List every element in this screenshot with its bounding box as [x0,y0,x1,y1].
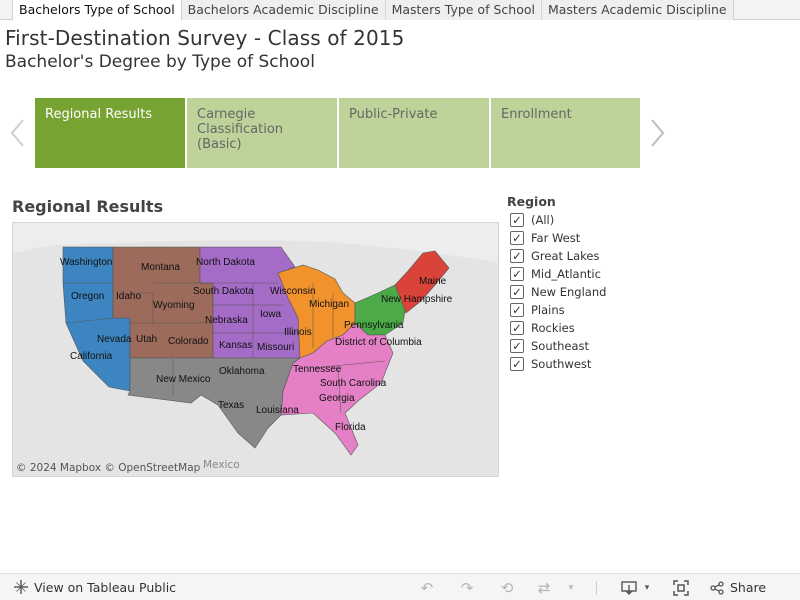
state-label-new-hampshire: New Hampshire [381,294,453,305]
state-label-texas: Texas [218,400,244,411]
filter-item-far-west[interactable]: ✓ Far West [510,229,606,247]
checkbox-checked-icon[interactable]: ✓ [510,267,524,281]
state-label-dc: District of Columbia [335,337,422,348]
state-label-georgia: Georgia [319,393,355,404]
share-button[interactable]: Share [710,580,766,595]
story-prev-arrow-icon[interactable] [8,116,28,150]
filter-item-rockies[interactable]: ✓ Rockies [510,319,606,337]
filter-item-all[interactable]: ✓ (All) [510,211,606,229]
state-label-michigan: Michigan [309,299,349,310]
state-label-tennessee: Tennessee [293,364,342,375]
chevron-down-icon[interactable]: ▾ [568,583,574,593]
story-point-public-private[interactable]: Public-Private [339,98,489,168]
checkbox-checked-icon[interactable]: ✓ [510,303,524,317]
story-point-carnegie-classification[interactable]: Carnegie Classification (Basic) [187,98,337,168]
region-filter-title: Region [507,194,556,209]
state-label-utah: Utah [136,334,157,345]
undo-icon[interactable]: ↶ [420,579,434,597]
page-title: First-Destination Survey - Class of 2015 [5,26,405,50]
state-label-nevada: Nevada [97,334,132,345]
view-on-tableau-public-label: View on Tableau Public [34,580,177,595]
toolbar-divider [596,581,597,595]
redo-icon[interactable]: ↷ [460,579,474,597]
filter-item-label: Great Lakes [531,249,600,263]
page-subtitle: Bachelor's Degree by Type of School [5,52,315,72]
refresh-icon[interactable]: ⇄ [537,579,551,597]
map-attribution[interactable]: © 2024 Mapbox © OpenStreetMap [16,462,201,474]
filter-item-label: Plains [531,303,565,317]
state-label-iowa: Iowa [260,309,282,320]
state-label-montana: Montana [141,262,180,273]
state-label-maine: Maine [419,276,447,287]
filter-item-new-england[interactable]: ✓ New England [510,283,606,301]
tab-bachelors-academic-discipline[interactable]: Bachelors Academic Discipline [181,0,386,20]
state-label-kansas: Kansas [219,340,252,351]
share-label: Share [730,580,767,595]
filter-item-label: New England [531,285,607,299]
tableau-toolbar: View on Tableau Public ↶ ↷ ⟲ ⇄ ▾ ▾ Share [0,573,800,600]
state-label-idaho: Idaho [116,291,141,302]
state-label-new-mexico: New Mexico [156,374,211,385]
state-label-oklahoma: Oklahoma [219,366,265,377]
checkbox-checked-icon[interactable]: ✓ [510,285,524,299]
tab-bachelors-type-of-school[interactable]: Bachelors Type of School [12,0,182,21]
state-label-louisiana: Louisiana [256,405,299,416]
region-southwest[interactable] [127,357,301,449]
state-label-california: California [70,351,113,362]
filter-item-label: (All) [531,213,555,227]
checkbox-checked-icon[interactable]: ✓ [510,249,524,263]
filter-item-southeast[interactable]: ✓ Southeast [510,337,606,355]
filter-item-plains[interactable]: ✓ Plains [510,301,606,319]
share-icon [710,580,724,595]
state-label-south-dakota: South Dakota [193,286,254,297]
download-chevron-down-icon[interactable]: ▾ [644,583,650,593]
state-label-colorado: Colorado [168,336,209,347]
state-label-florida: Florida [335,422,366,433]
state-label-missouri: Missouri [257,342,294,353]
checkbox-checked-icon[interactable]: ✓ [510,231,524,245]
filter-item-label: Far West [531,231,581,245]
filter-item-label: Southwest [531,357,592,371]
region-filter-list: ✓ (All) ✓ Far West ✓ Great Lakes ✓ Mid_Atlan… [510,211,606,373]
mexico-basemap-label: Mexico [203,459,240,471]
state-label-nebraska: Nebraska [205,315,248,326]
filter-item-great-lakes[interactable]: ✓ Great Lakes [510,247,606,265]
region-new-england[interactable] [394,250,450,314]
checkbox-checked-icon[interactable]: ✓ [510,213,524,227]
story-point-regional-results[interactable]: Regional Results [35,98,185,168]
view-on-tableau-public-link[interactable]: View on Tableau Public [14,580,177,595]
checkbox-checked-icon[interactable]: ✓ [510,339,524,353]
filter-item-mid-atlantic[interactable]: ✓ Mid_Atlantic [510,265,606,283]
tab-masters-academic-discipline[interactable]: Masters Academic Discipline [541,0,734,20]
sheet-tab-bar: Bachelors Type of School Bachelors Acade… [0,0,800,21]
fullscreen-icon[interactable] [672,579,690,597]
revert-icon[interactable]: ⟲ [500,579,514,597]
state-label-wisconsin: Wisconsin [270,286,316,297]
tableau-icon [13,579,29,595]
state-label-pennsylvania: Pennsylvania [344,320,404,331]
filter-item-label: Mid_Atlantic [531,267,601,281]
regional-results-map[interactable]: Washington Oregon California Nevada Idah… [12,222,499,477]
state-label-washington: Washington [60,257,112,268]
checkbox-checked-icon[interactable]: ✓ [510,357,524,371]
checkbox-checked-icon[interactable]: ✓ [510,321,524,335]
state-label-south-carolina: South Carolina [320,378,387,389]
filter-item-label: Rockies [531,321,575,335]
tab-masters-type-of-school[interactable]: Masters Type of School [385,0,542,20]
state-label-wyoming: Wyoming [153,300,195,311]
filter-item-label: Southeast [531,339,590,353]
state-label-illinois: Illinois [284,327,312,338]
map-section-title: Regional Results [12,197,164,216]
filter-item-southwest[interactable]: ✓ Southwest [510,355,606,373]
state-label-north-dakota: North Dakota [196,257,255,268]
story-point-enrollment[interactable]: Enrollment [491,98,640,168]
download-icon[interactable] [620,579,638,597]
story-next-arrow-icon[interactable] [648,116,668,150]
state-label-oregon: Oregon [71,291,104,302]
us-region-map[interactable]: Washington Oregon California Nevada Idah… [13,223,499,477]
